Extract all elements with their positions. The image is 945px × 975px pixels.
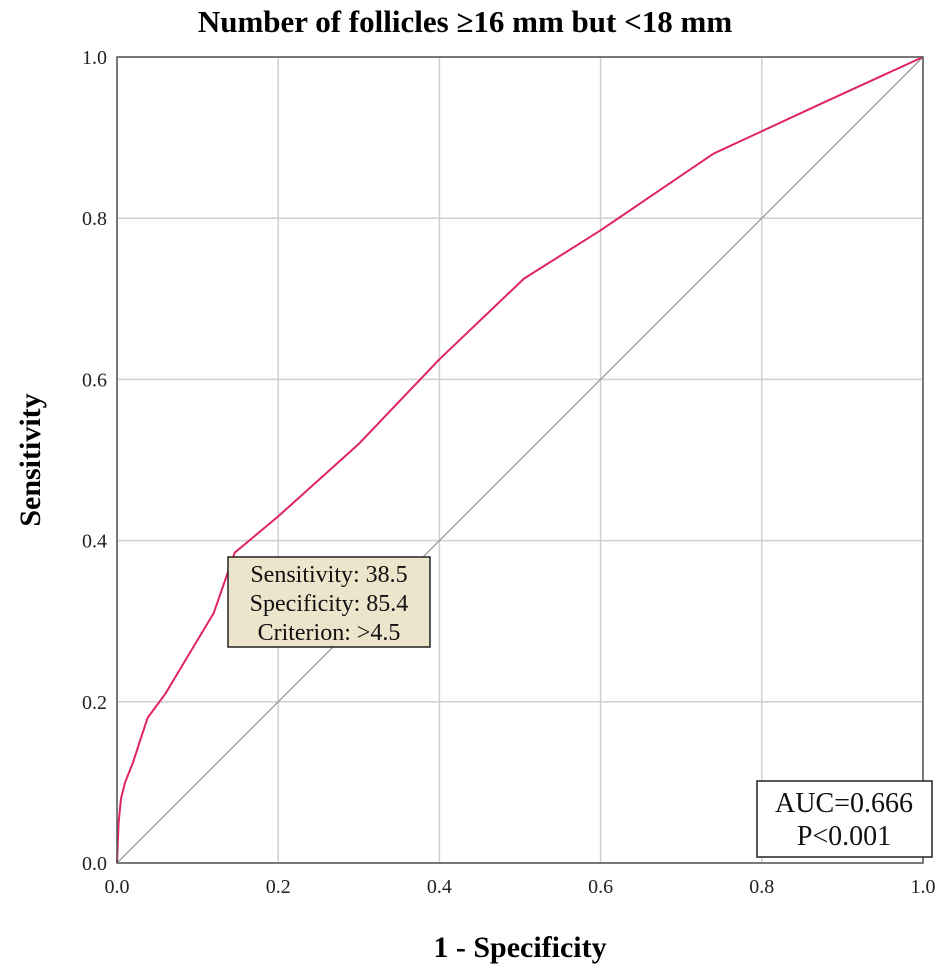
y-tick-label: 0.8	[82, 208, 107, 230]
plot-frame	[116, 56, 924, 864]
cutoff-sensitivity: Sensitivity: 38.5	[250, 562, 407, 588]
x-tick-label: 0.4	[427, 876, 452, 898]
x-axis-label: 1 - Specificity	[433, 931, 606, 964]
x-tick-label: 1.0	[911, 876, 936, 898]
cutoff-specificity: Specificity: 85.4	[250, 591, 409, 617]
auc-box-bg	[756, 780, 933, 858]
curves	[116, 56, 924, 864]
x-tick-label: 0.8	[749, 876, 774, 898]
y-axis-label: Sensitivity	[14, 393, 47, 526]
x-tick-label: 0.0	[105, 876, 130, 898]
auc-annotation: AUC=0.666 P<0.001	[756, 780, 933, 858]
y-tick-label: 1.0	[82, 47, 107, 69]
y-tick-label: 0.4	[82, 531, 107, 553]
cutoff-criterion: Criterion: >4.5	[258, 620, 401, 646]
cutoff-box-bg	[227, 556, 431, 648]
y-tick-label: 0.0	[82, 853, 107, 875]
x-tick-label: 0.2	[266, 876, 291, 898]
p-value: P<0.001	[797, 821, 891, 852]
chart-title: Number of follicles ≥16 mm but <18 mm	[198, 4, 733, 39]
auc-value: AUC=0.666	[775, 788, 913, 819]
x-tick-labels: 0.0 0.2 0.4 0.6 0.8 1.0	[105, 876, 936, 898]
y-tick-labels: 0.0 0.2 0.4 0.6 0.8 1.0	[82, 47, 107, 875]
reference-diagonal	[116, 56, 924, 864]
x-tick-label: 0.6	[588, 876, 613, 898]
y-tick-label: 0.6	[82, 369, 107, 391]
roc-curve	[116, 56, 924, 864]
y-tick-label: 0.2	[82, 692, 107, 714]
cutoff-annotation: Sensitivity: 38.5 Specificity: 85.4 Crit…	[227, 556, 431, 648]
